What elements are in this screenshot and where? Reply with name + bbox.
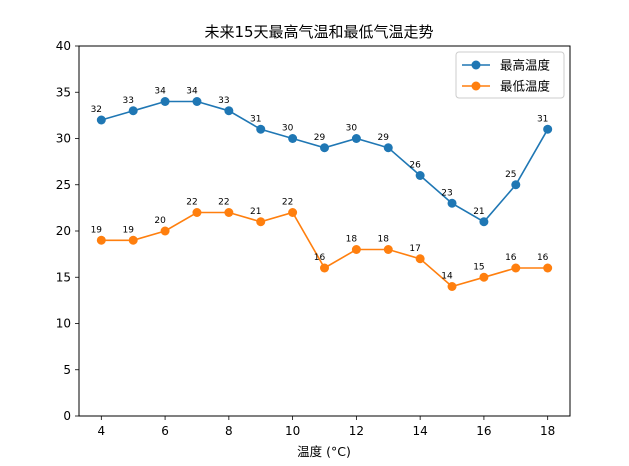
data-label: 23 xyxy=(441,188,452,198)
y-tick-label: 40 xyxy=(56,39,71,53)
y-tick-label: 15 xyxy=(56,270,71,284)
y-tick-label: 35 xyxy=(56,85,71,99)
data-point xyxy=(96,235,106,245)
data-label: 34 xyxy=(154,87,166,97)
data-point xyxy=(383,143,393,153)
data-point xyxy=(447,198,457,208)
data-point xyxy=(288,208,298,217)
data-label: 16 xyxy=(537,253,549,263)
data-point xyxy=(256,217,266,227)
data-point xyxy=(351,134,361,143)
data-label: 16 xyxy=(314,253,326,263)
legend-label: 最低温度 xyxy=(500,79,551,94)
x-tick-label: 6 xyxy=(161,424,169,438)
data-label: 15 xyxy=(473,262,484,272)
x-tick-label: 16 xyxy=(476,424,491,438)
data-point xyxy=(351,245,361,254)
plot-area-frame xyxy=(78,45,571,417)
data-label: 21 xyxy=(473,207,484,217)
x-tick-label: 14 xyxy=(413,424,428,438)
data-point xyxy=(543,263,553,273)
data-label: 32 xyxy=(91,105,102,115)
data-label: 19 xyxy=(122,225,134,235)
data-label: 20 xyxy=(154,216,166,226)
data-point xyxy=(288,134,298,143)
y-tick-label: 10 xyxy=(56,317,71,331)
x-axis-label: 温度 (°C) xyxy=(297,444,351,459)
x-tick-label: 18 xyxy=(540,424,555,438)
data-label: 29 xyxy=(378,133,390,143)
data-label: 31 xyxy=(250,114,261,124)
y-tick-label: 5 xyxy=(63,363,71,377)
data-label: 22 xyxy=(218,198,229,208)
data-label: 18 xyxy=(378,235,390,245)
data-label: 30 xyxy=(346,124,358,134)
y-tick-label: 25 xyxy=(56,178,71,192)
data-label: 30 xyxy=(282,124,294,134)
x-tick-label: 10 xyxy=(285,424,300,438)
data-label: 14 xyxy=(441,272,453,282)
data-label: 31 xyxy=(537,114,548,124)
x-axis: 4 6 8 10 12 14 16 18 xyxy=(97,416,555,438)
data-label: 25 xyxy=(505,170,516,180)
data-point xyxy=(479,217,489,227)
data-label: 18 xyxy=(346,235,358,245)
y-tick-label: 20 xyxy=(56,224,71,238)
data-point xyxy=(511,180,521,190)
data-point xyxy=(160,97,170,106)
y-tick-label: 0 xyxy=(63,409,71,423)
x-tick-label: 12 xyxy=(349,424,364,438)
data-point xyxy=(192,97,202,106)
x-tick-label: 4 xyxy=(97,424,105,438)
data-point xyxy=(224,106,234,116)
data-label: 22 xyxy=(186,198,197,208)
data-label: 21 xyxy=(250,207,261,217)
data-point xyxy=(543,124,553,134)
data-point xyxy=(320,143,329,153)
data-label: 26 xyxy=(409,161,421,171)
y-axis: 0 5 10 15 20 25 30 35 40 xyxy=(56,39,79,423)
data-point xyxy=(128,106,138,116)
series-line-1 xyxy=(101,100,549,223)
data-point xyxy=(192,208,202,217)
data-point xyxy=(256,124,266,134)
chart-title: 未来15天最高气温和最低气温走势 xyxy=(204,23,433,41)
plot-marks: 32 33 34 34 33 31 30 29 30 29 26 23 21 25 31 19 19 20 22 22… xyxy=(91,87,553,291)
data-label: 34 xyxy=(186,87,198,97)
y-tick-label: 30 xyxy=(56,132,71,146)
data-label: 17 xyxy=(409,244,420,254)
legend-label: 最高温度 xyxy=(500,58,551,73)
legend-marker xyxy=(471,60,481,70)
data-point xyxy=(479,272,489,282)
data-point xyxy=(415,171,425,180)
data-label: 33 xyxy=(122,96,133,106)
data-point xyxy=(320,263,329,273)
legend-marker xyxy=(471,81,481,91)
data-label: 22 xyxy=(282,198,293,208)
data-label: 16 xyxy=(505,253,517,263)
data-point xyxy=(383,245,393,254)
data-point xyxy=(128,235,138,245)
data-point xyxy=(224,208,234,217)
data-point xyxy=(160,226,170,236)
data-label: 29 xyxy=(314,133,326,143)
x-tick-label: 8 xyxy=(225,424,233,438)
data-label: 19 xyxy=(91,225,103,235)
data-point xyxy=(96,115,106,125)
data-point xyxy=(415,254,425,264)
data-point xyxy=(447,282,457,291)
data-point xyxy=(511,263,521,273)
data-label: 33 xyxy=(218,96,229,106)
